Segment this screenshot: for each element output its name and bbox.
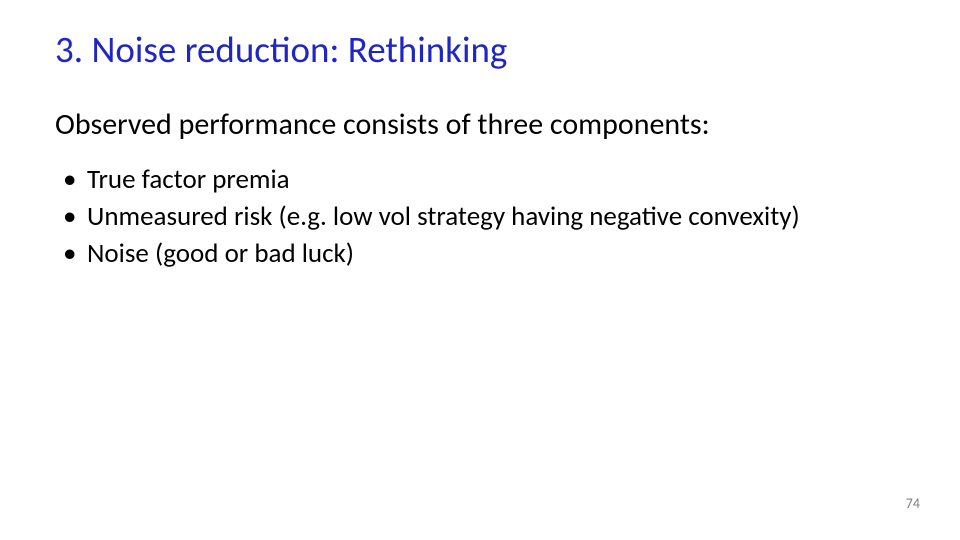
slide: 3. Noise reduction: Rethinking Observed …	[0, 0, 960, 540]
list-item: Noise (good or bad luck)	[55, 236, 905, 271]
slide-subheading: Observed performance consists of three c…	[55, 106, 905, 144]
list-item: Unmeasured risk (e.g. low vol strategy h…	[55, 199, 905, 234]
list-item: True factor premia	[55, 162, 905, 197]
slide-title: 3. Noise reduction: Rethinking	[55, 28, 905, 72]
page-number: 74	[906, 495, 920, 512]
bullet-list: True factor premia Unmeasured risk (e.g.…	[55, 162, 905, 271]
